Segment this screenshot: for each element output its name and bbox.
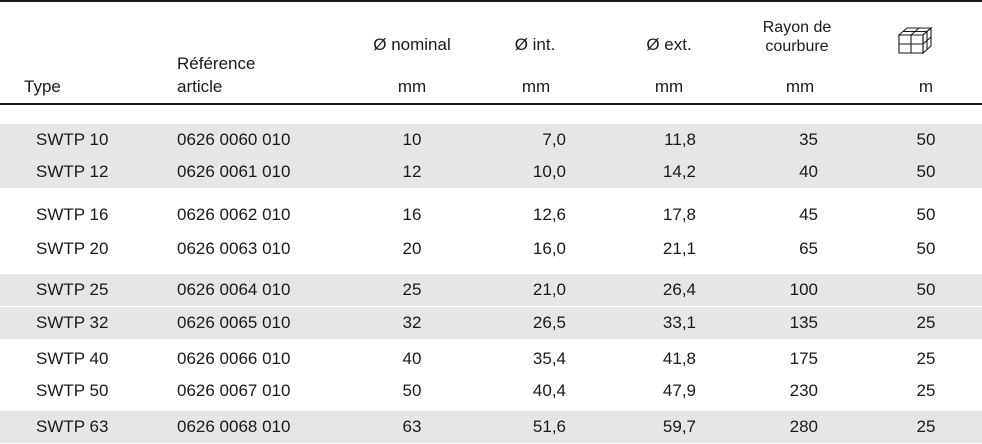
- cell-external: 11,8: [664, 130, 696, 149]
- cell-nominal: 12: [402, 162, 422, 181]
- cell-reference: 0626 0061 010: [177, 162, 291, 181]
- cell-type: SWTP 10: [36, 130, 109, 149]
- header-reference-line1: Référence: [177, 54, 256, 73]
- cell-type: SWTP 20: [36, 239, 109, 258]
- table-row: SWTP 63 0626 0068 010 63 51,6 59,7 280 2…: [0, 411, 982, 443]
- cell-type: SWTP 12: [36, 162, 109, 181]
- cell-reference: 0626 0063 010: [177, 239, 291, 258]
- cell-packaging: 50: [916, 280, 936, 299]
- header-rule: [0, 103, 982, 105]
- cell-radius: 40: [799, 162, 818, 181]
- cell-packaging: 25: [916, 417, 936, 436]
- cell-type: SWTP 25: [36, 280, 109, 299]
- table-row: SWTP 40 0626 0066 010 40 35,4 41,8 175 2…: [0, 343, 982, 375]
- cell-radius: 280: [789, 417, 818, 436]
- cell-internal: 21,0: [532, 280, 566, 299]
- cell-radius: 230: [789, 381, 818, 400]
- table-row: SWTP 25 0626 0064 010 25 21,0 26,4 100 5…: [0, 274, 982, 306]
- cell-external: 41,8: [662, 349, 696, 368]
- cell-reference: 0626 0064 010: [177, 280, 291, 299]
- cell-nominal: 32: [402, 313, 422, 332]
- cell-type: SWTP 32: [36, 313, 109, 332]
- table-header: Type Référence article Ø nominal mm Ø in…: [0, 0, 982, 106]
- header-external-diameter: Ø ext.: [646, 35, 692, 54]
- cell-nominal: 16: [402, 205, 422, 224]
- cell-packaging: 50: [916, 205, 936, 224]
- cell-external: 59,7: [662, 417, 696, 436]
- cell-nominal: 25: [402, 280, 422, 299]
- cell-internal: 35,4: [532, 349, 566, 368]
- header-reference-line2: article: [177, 77, 223, 96]
- cell-radius: 175: [789, 349, 818, 368]
- cell-internal: 26,5: [532, 313, 566, 332]
- cell-type: SWTP 50: [36, 381, 109, 400]
- cell-nominal: 63: [402, 417, 422, 436]
- cell-reference: 0626 0066 010: [177, 349, 291, 368]
- cell-reference: 0626 0068 010: [177, 417, 291, 436]
- header-internal-diameter: Ø int.: [514, 35, 556, 54]
- cell-packaging: 50: [916, 130, 936, 149]
- header-radius-unit: mm: [785, 77, 815, 96]
- cell-nominal: 50: [402, 381, 422, 400]
- header-packaging-unit: m: [918, 77, 934, 96]
- header-radius-line1: Rayon de: [762, 19, 832, 36]
- package-icon: [897, 26, 933, 54]
- header-nominal-diameter: Ø nominal: [373, 35, 451, 54]
- cell-type: SWTP 40: [36, 349, 109, 368]
- header-radius-line2: courbure: [765, 38, 829, 55]
- cell-packaging: 50: [916, 239, 936, 258]
- cell-type: SWTP 16: [36, 205, 109, 224]
- cell-radius: 135: [789, 313, 818, 332]
- cell-internal: 12,6: [532, 205, 566, 224]
- cell-nominal: 40: [402, 349, 422, 368]
- cell-packaging: 50: [916, 162, 936, 181]
- table-row: SWTP 16 0626 0062 010 16 12,6 17,8 45 50: [0, 199, 982, 231]
- header-type: Type: [24, 77, 61, 96]
- cell-internal: 16,0: [532, 239, 566, 258]
- table-row: SWTP 32 0626 0065 010 32 26,5 33,1 135 2…: [0, 307, 982, 339]
- cell-internal: 40,4: [532, 381, 566, 400]
- header-nominal-unit: mm: [397, 77, 427, 96]
- cell-reference: 0626 0062 010: [177, 205, 291, 224]
- cell-reference: 0626 0065 010: [177, 313, 291, 332]
- cell-external: 14,2: [662, 162, 696, 181]
- cell-external: 21,1: [662, 239, 696, 258]
- cell-nominal: 20: [402, 239, 422, 258]
- cell-radius: 45: [799, 205, 818, 224]
- table-row: SWTP 20 0626 0063 010 20 16,0 21,1 65 50: [0, 233, 982, 265]
- header-external-unit: mm: [654, 77, 684, 96]
- cell-packaging: 25: [916, 349, 936, 368]
- cell-external: 26,4: [662, 280, 696, 299]
- table-row: SWTP 10 0626 0060 010 10 7,0 11,8 35 50: [0, 124, 982, 156]
- header-internal-unit: mm: [521, 77, 551, 96]
- cell-internal: 7,0: [542, 130, 566, 149]
- cell-external: 33,1: [662, 313, 696, 332]
- cell-internal: 10,0: [532, 162, 566, 181]
- cell-radius: 35: [799, 130, 818, 149]
- cell-external: 17,8: [662, 205, 696, 224]
- cell-type: SWTP 63: [36, 417, 109, 436]
- cell-reference: 0626 0060 010: [177, 130, 291, 149]
- cell-radius: 100: [789, 280, 818, 299]
- table-row: SWTP 50 0626 0067 010 50 40,4 47,9 230 2…: [0, 375, 982, 407]
- cell-packaging: 25: [916, 313, 936, 332]
- cell-external: 47,9: [662, 381, 696, 400]
- cell-nominal: 10: [402, 130, 422, 149]
- cell-radius: 65: [799, 239, 818, 258]
- cell-packaging: 25: [916, 381, 936, 400]
- cell-reference: 0626 0067 010: [177, 381, 291, 400]
- table-row: SWTP 12 0626 0061 010 12 10,0 14,2 40 50: [0, 156, 982, 188]
- cell-internal: 51,6: [532, 417, 566, 436]
